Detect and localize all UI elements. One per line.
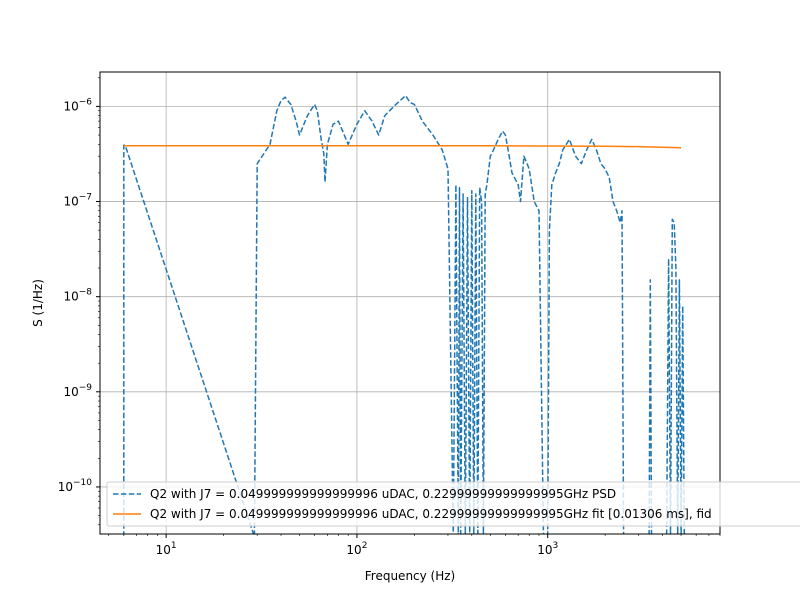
series-line-1 [123, 145, 682, 149]
y-tick-label: 10−9 [63, 383, 92, 399]
legend: Q2 with J7 = 0.049999999999999996 uDAC, … [106, 481, 800, 527]
y-tick-label: 10−6 [63, 97, 92, 113]
plot-area [123, 94, 686, 534]
legend-box [106, 481, 800, 527]
legend-label-fit: Q2 with J7 = 0.049999999999999996 uDAC, … [150, 507, 712, 521]
x-axis-label: Frequency (Hz) [365, 569, 456, 583]
y-axis: 10−10 10−9 10−8 10−7 10−6 [58, 77, 100, 526]
series-line-0 [123, 94, 686, 534]
axes-frame [99, 71, 721, 535]
y-tick-label: 10−7 [63, 193, 92, 209]
y-tick-label: 10−10 [58, 478, 93, 494]
x-tick-label: 101 [156, 541, 177, 557]
y-axis-label: S (1/Hz) [31, 279, 45, 327]
x-tick-label: 102 [346, 541, 367, 557]
x-axis: 101 102 103 [108, 534, 721, 557]
legend-label-psd: Q2 with J7 = 0.049999999999999996 uDAC, … [150, 487, 616, 501]
x-tick-label: 103 [537, 541, 558, 557]
y-tick-label: 10−8 [63, 288, 92, 304]
